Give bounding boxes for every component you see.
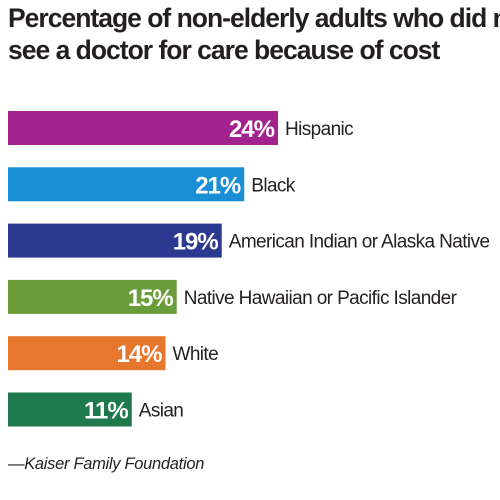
bar-category-label: White [173, 344, 219, 365]
bar-value-label: 14% [116, 341, 162, 368]
bar-category-label: Native Hawaiian or Pacific Islander [184, 288, 458, 309]
bar-group-2: 21% Black [8, 167, 296, 202]
bar-group-3: 19% American Indian or Alaska Native [8, 223, 490, 258]
bar [8, 167, 245, 202]
bar [8, 223, 222, 258]
bar-value-label: 21% [195, 172, 241, 199]
chart-title: Percentage of non-elderly adults who did… [8, 2, 500, 66]
source-credit: —Kaiser Family Foundation [8, 455, 205, 473]
bar [8, 392, 132, 427]
bar-value-label: 24% [229, 116, 275, 143]
bar [8, 336, 166, 371]
bar-value-label: 19% [173, 229, 219, 256]
chart-title-line-2: see a doctor for care because of cost [8, 35, 440, 65]
bar [8, 279, 177, 314]
bar-group-1: 24% Hispanic [8, 111, 354, 145]
bar-category-label: Black [251, 175, 296, 196]
chart-title-line-1: Percentage of non-elderly adults who did… [8, 3, 500, 33]
bar-group-4: 15% Native Hawaiian or Pacific Islander [8, 279, 458, 314]
bar [8, 111, 278, 145]
bar-category-label: Hispanic [285, 119, 353, 140]
bar-category-label: American Indian or Alaska Native [229, 232, 490, 253]
bar-value-label: 11% [84, 398, 128, 425]
bar-category-label: Asian [139, 401, 184, 422]
bar-value-label: 15% [128, 285, 174, 312]
bar-group-6: 11% Asian [8, 392, 184, 427]
bar-group-5: 14% White [8, 336, 219, 371]
